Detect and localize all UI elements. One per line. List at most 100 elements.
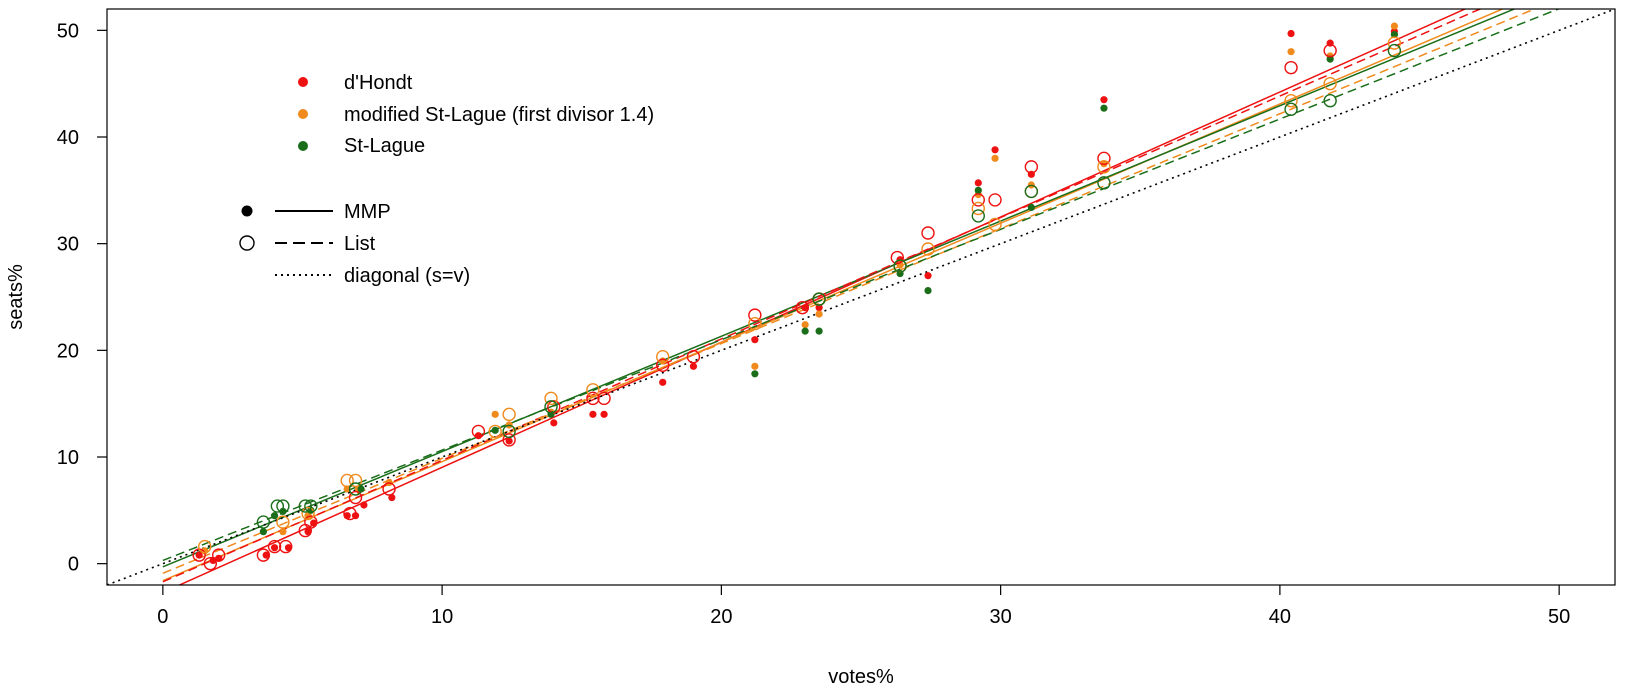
y-tick-label: 20	[57, 340, 79, 362]
y-axis: 0 10 20 30 40 50	[57, 20, 107, 576]
point-d-hondt-mmp	[215, 554, 223, 562]
point-st-lague-mmp	[491, 426, 499, 434]
point-modified-st-lague-first-divisor-1-4-list	[340, 473, 354, 488]
point-d-hondt-mmp	[659, 378, 667, 386]
point-st-lague-list	[1284, 102, 1298, 116]
point-d-hondt-mmp	[1100, 96, 1108, 104]
point-st-lague-list	[544, 400, 558, 414]
point-modified-st-lague-first-divisor-1-4-mmp	[1390, 22, 1398, 30]
point-d-hondt-mmp	[195, 551, 203, 559]
point-d-hondt-mmp	[589, 410, 597, 418]
plot-frame	[106, 8, 1616, 586]
point-d-hondt-mmp	[924, 272, 932, 280]
point-st-lague-list	[270, 499, 285, 513]
point-d-hondt-list	[686, 350, 701, 364]
point-st-lague-list	[276, 499, 290, 513]
legend-st-lague-marker	[298, 141, 308, 151]
point-d-hondt-list	[212, 548, 226, 562]
point-modified-st-lague-first-divisor-1-4-list	[988, 217, 1002, 232]
point-modified-st-lague-first-divisor-1-4-mmp	[491, 410, 499, 418]
point-d-hondt-mmp	[974, 179, 982, 187]
point-d-hondt-mmp	[550, 419, 558, 427]
point-modified-st-lague-first-divisor-1-4-list	[748, 316, 762, 331]
fit-lines	[107, 9, 1615, 585]
point-d-hondt-list	[267, 539, 282, 554]
legend: d'Hondt modified St-Lague (first divisor…	[239, 72, 654, 287]
legend-list-label: List	[344, 233, 376, 255]
point-st-lague-mmp	[1027, 203, 1035, 211]
legend-list-marker	[239, 235, 255, 251]
y-tick-label: 30	[57, 234, 79, 256]
legend-dhondt-label: d'Hondt	[344, 72, 413, 94]
point-modified-st-lague-first-divisor-1-4-mmp	[751, 362, 759, 370]
x-axis-label: votes%	[828, 666, 894, 688]
point-d-hondt-mmp	[801, 304, 809, 312]
point-st-lague-list	[256, 515, 271, 529]
point-st-lague-mmp	[1100, 104, 1108, 112]
point-st-lague-list	[1387, 43, 1402, 58]
point-st-lague-mmp	[270, 512, 279, 520]
point-modified-st-lague-first-divisor-1-4-list	[586, 383, 600, 397]
point-d-hondt-mmp	[474, 432, 483, 440]
point-modified-st-lague-first-divisor-1-4-list	[921, 242, 935, 256]
fit-line-d-hondt-list	[162, 9, 1482, 583]
point-st-lague-list	[812, 292, 826, 306]
point-modified-st-lague-first-divisor-1-4-list	[971, 201, 985, 216]
point-d-hondt-list	[304, 515, 318, 529]
legend-st-lague-label: St-Lague	[344, 135, 425, 157]
point-d-hondt-list	[1284, 60, 1298, 75]
point-modified-st-lague-first-divisor-1-4-mmp	[659, 357, 667, 365]
point-modified-st-lague-first-divisor-1-4-list	[1284, 94, 1298, 108]
point-d-hondt-list	[279, 539, 293, 554]
y-tick-label: 0	[68, 554, 79, 576]
point-modified-st-lague-first-divisor-1-4-mmp	[343, 485, 351, 493]
point-d-hondt-mmp	[505, 437, 513, 445]
point-st-lague-mmp	[1390, 30, 1398, 39]
point-st-lague-mmp	[924, 287, 932, 295]
data-points	[192, 22, 1402, 571]
point-modified-st-lague-first-divisor-1-4-list	[348, 473, 363, 488]
point-modified-st-lague-first-divisor-1-4-list	[656, 350, 670, 364]
point-d-hondt-list	[971, 193, 985, 207]
x-axis: 0 10 20 30 40 50	[157, 585, 1570, 628]
point-modified-st-lague-first-divisor-1-4-list	[544, 391, 558, 406]
x-tick-label: 50	[1548, 606, 1570, 628]
point-d-hondt-mmp	[689, 362, 698, 370]
point-modified-st-lague-first-divisor-1-4-list	[488, 424, 502, 439]
point-d-hondt-list	[382, 482, 396, 496]
legend-mmp-label: MMP	[344, 201, 391, 223]
point-d-hondt-mmp	[815, 304, 823, 312]
point-d-hondt-list	[988, 193, 1002, 207]
fit-line-diagonal-s-v-diagonal	[107, 9, 1615, 585]
point-st-lague-mmp	[801, 327, 809, 335]
point-st-lague-list	[893, 259, 907, 273]
point-st-lague-list	[298, 499, 312, 513]
point-d-hondt-list	[656, 358, 670, 372]
y-tick-label: 40	[57, 127, 79, 149]
point-st-lague-list	[1097, 176, 1111, 190]
point-d-hondt-list	[502, 433, 516, 447]
point-d-hondt-list	[795, 300, 810, 315]
point-d-hondt-list	[1097, 151, 1111, 166]
point-d-hondt-mmp	[209, 556, 217, 565]
y-tick-label: 50	[57, 20, 79, 42]
point-modified-st-lague-first-divisor-1-4-list	[1323, 76, 1337, 91]
point-d-hondt-list	[586, 391, 600, 406]
point-st-lague-list	[502, 424, 516, 439]
point-modified-st-lague-first-divisor-1-4-list	[301, 506, 315, 521]
point-d-hondt-mmp	[600, 410, 608, 418]
point-st-lague-list	[971, 209, 985, 223]
point-d-hondt-list	[1024, 160, 1039, 174]
point-st-lague-mmp	[259, 528, 267, 536]
point-d-hondt-list	[597, 391, 611, 406]
point-st-lague-list	[1323, 94, 1337, 108]
point-modified-st-lague-first-divisor-1-4-list	[1097, 160, 1111, 174]
legend-diagonal-label: diagonal (s=v)	[344, 265, 470, 287]
fit-line-modified-st-lague-first-divisor-1-4-mmp	[162, 9, 1505, 582]
point-d-hondt-list	[348, 490, 363, 505]
point-d-hondt-list	[203, 556, 218, 571]
point-st-lague-mmp	[1326, 55, 1334, 63]
point-d-hondt-list	[471, 424, 486, 439]
point-d-hondt-mmp	[388, 493, 396, 502]
